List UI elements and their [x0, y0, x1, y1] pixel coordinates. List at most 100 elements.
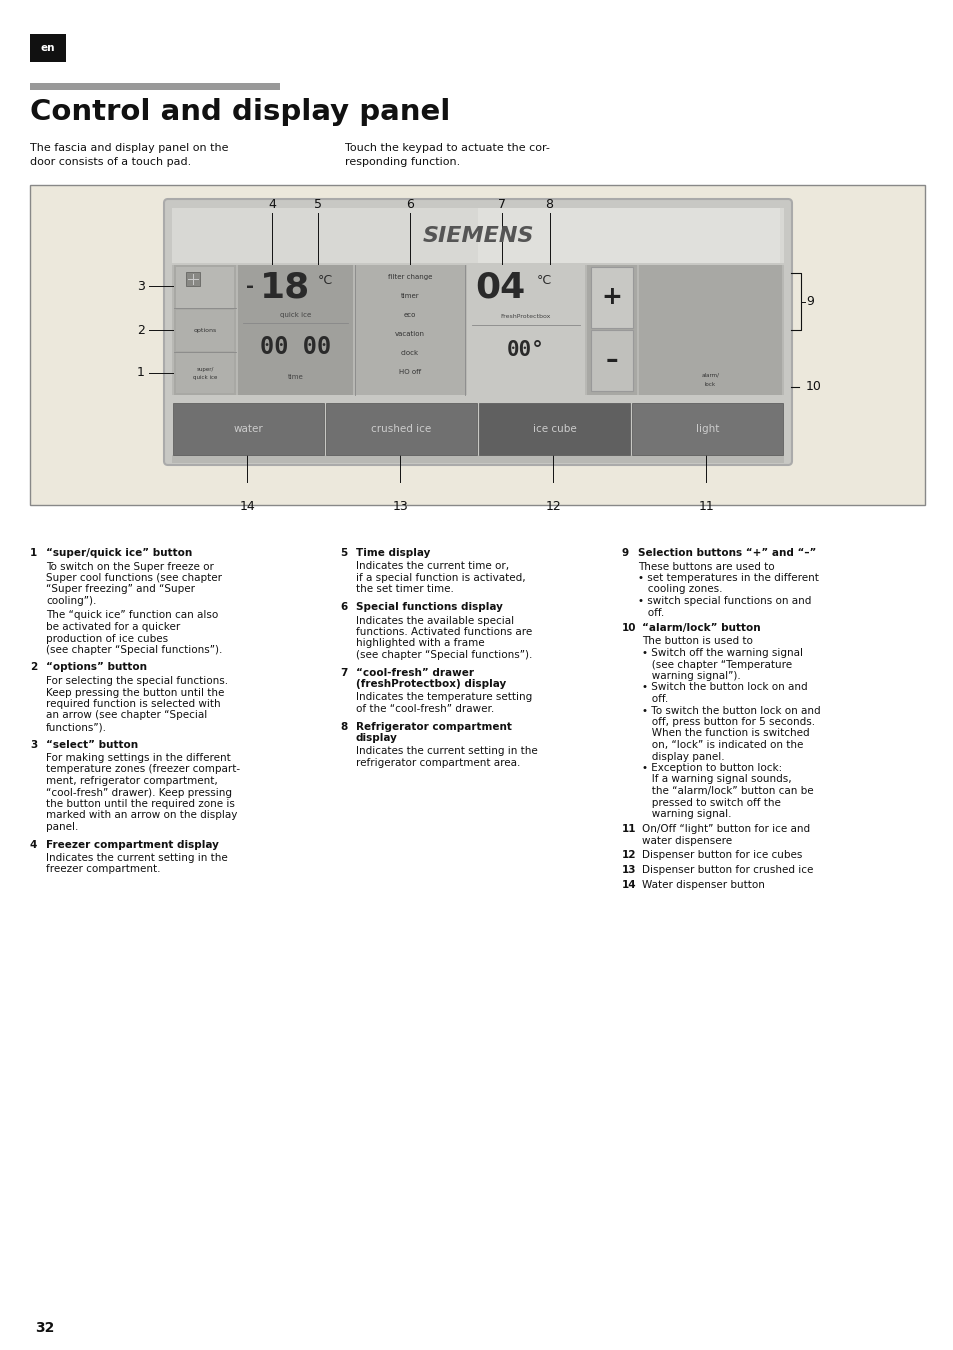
- Text: 11: 11: [698, 501, 714, 513]
- Text: • To switch the button lock on and: • To switch the button lock on and: [641, 706, 820, 716]
- Text: When the function is switched: When the function is switched: [641, 729, 809, 738]
- Text: 9: 9: [621, 548, 628, 558]
- Text: display: display: [355, 733, 397, 743]
- Text: quick ice: quick ice: [279, 312, 311, 319]
- Text: -: -: [246, 278, 253, 297]
- Text: 12: 12: [621, 850, 636, 860]
- Text: Freezer compartment display: Freezer compartment display: [46, 840, 218, 849]
- Text: +: +: [601, 285, 621, 309]
- Text: light: light: [695, 424, 719, 433]
- Text: “alarm/lock” button: “alarm/lock” button: [641, 622, 760, 633]
- Text: Special functions display: Special functions display: [355, 602, 502, 612]
- Bar: [186, 271, 200, 286]
- Text: marked with an arrow on the display: marked with an arrow on the display: [46, 810, 237, 821]
- Text: 1: 1: [30, 548, 37, 558]
- Text: Selection buttons “+” and “–”: Selection buttons “+” and “–”: [638, 548, 816, 558]
- Text: ice cube: ice cube: [532, 424, 576, 433]
- Text: “cool-fresh” drawer). Keep pressing: “cool-fresh” drawer). Keep pressing: [46, 787, 232, 798]
- Text: “super/quick ice” button: “super/quick ice” button: [46, 548, 193, 558]
- Text: If a warning signal sounds,: If a warning signal sounds,: [641, 775, 791, 784]
- Text: 1: 1: [137, 366, 145, 379]
- Text: an arrow (see chapter “Special: an arrow (see chapter “Special: [46, 710, 207, 721]
- Text: water: water: [233, 424, 263, 433]
- Bar: [172, 455, 783, 463]
- Bar: [639, 265, 781, 396]
- Text: functions”).: functions”).: [46, 722, 107, 732]
- Text: water dispensere: water dispensere: [641, 836, 731, 846]
- Text: temperature zones (freezer compart-: temperature zones (freezer compart-: [46, 764, 240, 775]
- Text: 12: 12: [545, 501, 560, 513]
- Text: HO off: HO off: [398, 369, 420, 375]
- Text: °C: °C: [317, 274, 333, 286]
- Text: Control and display panel: Control and display panel: [30, 99, 450, 126]
- Text: required function is selected with: required function is selected with: [46, 699, 220, 709]
- Text: These buttons are used to: These buttons are used to: [638, 562, 774, 571]
- Bar: [477, 208, 780, 263]
- Bar: [355, 265, 464, 396]
- Text: Refrigerator compartment: Refrigerator compartment: [355, 721, 512, 732]
- Text: SIEMENS: SIEMENS: [422, 225, 533, 246]
- Text: 04: 04: [475, 270, 525, 304]
- Text: 6: 6: [406, 198, 414, 212]
- Bar: [175, 267, 233, 308]
- Text: crushed ice: crushed ice: [371, 424, 431, 433]
- Text: 9: 9: [805, 296, 813, 308]
- Bar: [30, 185, 924, 505]
- Text: 2: 2: [30, 663, 37, 672]
- Text: • switch special functions on and: • switch special functions on and: [638, 595, 810, 606]
- Text: • set temperatures in the different: • set temperatures in the different: [638, 572, 818, 583]
- Text: eco: eco: [403, 312, 416, 319]
- Bar: [478, 404, 629, 455]
- Text: The button is used to: The button is used to: [641, 636, 752, 647]
- Text: 13: 13: [393, 501, 408, 513]
- Text: 3: 3: [30, 740, 37, 749]
- Text: 11: 11: [621, 825, 636, 834]
- Text: on, “lock” is indicated on the: on, “lock” is indicated on the: [641, 740, 802, 751]
- Text: 10: 10: [805, 381, 821, 393]
- Text: time: time: [287, 374, 303, 379]
- Text: functions. Activated functions are: functions. Activated functions are: [355, 626, 532, 637]
- Text: On/Off “light” button for ice and: On/Off “light” button for ice and: [641, 825, 809, 834]
- Text: freezer compartment.: freezer compartment.: [46, 864, 160, 875]
- Text: Time display: Time display: [355, 548, 430, 558]
- Text: be activated for a quicker: be activated for a quicker: [46, 622, 180, 632]
- Text: Water dispenser button: Water dispenser button: [641, 879, 764, 890]
- Text: super/: super/: [196, 366, 213, 371]
- Bar: [172, 265, 783, 396]
- Text: 00 00: 00 00: [259, 335, 331, 359]
- Text: of the “cool-fresh” drawer.: of the “cool-fresh” drawer.: [355, 703, 494, 714]
- Text: –: –: [605, 348, 618, 373]
- Bar: [30, 82, 280, 90]
- Text: the button until the required zone is: the button until the required zone is: [46, 799, 234, 809]
- Bar: [237, 265, 353, 396]
- Text: Indicates the temperature setting: Indicates the temperature setting: [355, 693, 532, 702]
- Bar: [631, 404, 782, 455]
- Text: “options” button: “options” button: [46, 663, 147, 672]
- Text: 18: 18: [260, 270, 310, 304]
- Text: warning signal.: warning signal.: [641, 809, 731, 819]
- Text: quick ice: quick ice: [193, 374, 217, 379]
- Text: “Super freezing” and “Super: “Super freezing” and “Super: [46, 585, 194, 594]
- Text: refrigerator compartment area.: refrigerator compartment area.: [355, 757, 519, 768]
- Text: 2: 2: [137, 324, 145, 336]
- Text: (freshProtectbox) display: (freshProtectbox) display: [355, 679, 506, 688]
- Text: 14: 14: [239, 501, 255, 513]
- Text: The fascia and display panel on the
door consists of a touch pad.: The fascia and display panel on the door…: [30, 143, 229, 167]
- Text: Indicates the current setting in the: Indicates the current setting in the: [46, 853, 228, 863]
- Text: the set timer time.: the set timer time.: [355, 585, 454, 594]
- Text: 13: 13: [621, 865, 636, 875]
- Text: warning signal”).: warning signal”).: [641, 671, 740, 680]
- Text: alarm/: alarm/: [700, 373, 719, 378]
- Text: (see chapter “Special functions”).: (see chapter “Special functions”).: [355, 649, 532, 660]
- Text: Indicates the current setting in the: Indicates the current setting in the: [355, 747, 537, 756]
- Text: 7: 7: [497, 198, 506, 212]
- Text: options: options: [193, 328, 216, 333]
- FancyBboxPatch shape: [164, 198, 791, 464]
- Text: Dispenser button for crushed ice: Dispenser button for crushed ice: [641, 865, 813, 875]
- Bar: [172, 208, 783, 263]
- Text: The “quick ice” function can also: The “quick ice” function can also: [46, 610, 218, 621]
- Text: lock: lock: [704, 382, 716, 386]
- Text: 5: 5: [339, 548, 347, 558]
- Text: Indicates the available special: Indicates the available special: [355, 616, 514, 625]
- Bar: [590, 267, 633, 328]
